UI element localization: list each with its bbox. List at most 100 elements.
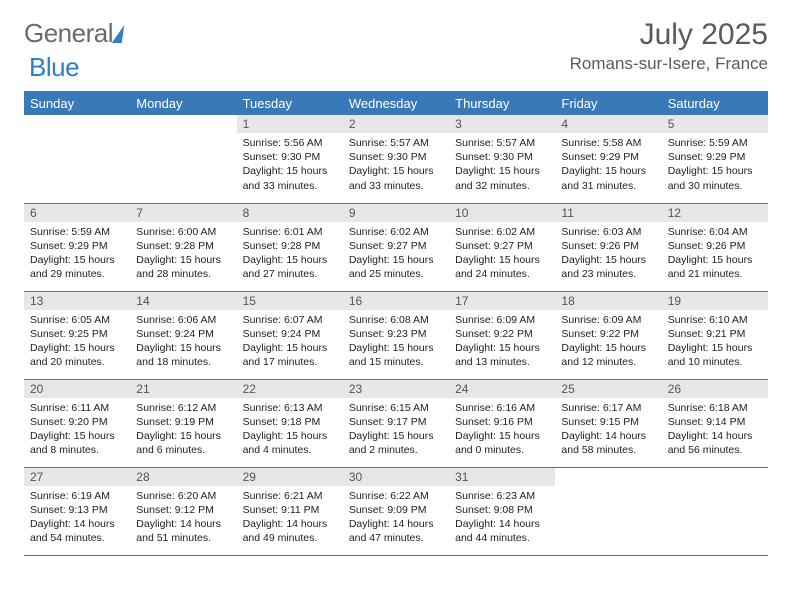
day-number: 25 <box>555 380 661 398</box>
calendar-cell: 14Sunrise: 6:06 AMSunset: 9:24 PMDayligh… <box>130 291 236 379</box>
day-details: Sunrise: 6:21 AMSunset: 9:11 PMDaylight:… <box>237 486 343 550</box>
day-details: Sunrise: 6:12 AMSunset: 9:19 PMDaylight:… <box>130 398 236 462</box>
daylight-line: Daylight: 15 hours and 27 minutes. <box>243 254 328 280</box>
daylight-line: Daylight: 15 hours and 25 minutes. <box>349 254 434 280</box>
sunset-line: Sunset: 9:29 PM <box>561 151 639 163</box>
sunrise-line: Sunrise: 6:11 AM <box>30 402 109 414</box>
brand-logo: General <box>24 18 125 49</box>
calendar-cell <box>555 467 661 555</box>
daylight-line: Daylight: 14 hours and 51 minutes. <box>136 518 221 544</box>
sunset-line: Sunset: 9:20 PM <box>30 416 108 428</box>
calendar-cell: 26Sunrise: 6:18 AMSunset: 9:14 PMDayligh… <box>662 379 768 467</box>
calendar-cell: 15Sunrise: 6:07 AMSunset: 9:24 PMDayligh… <box>237 291 343 379</box>
day-details: Sunrise: 6:08 AMSunset: 9:23 PMDaylight:… <box>343 310 449 374</box>
weekday-header: Wednesday <box>343 92 449 115</box>
sunset-line: Sunset: 9:17 PM <box>349 416 427 428</box>
sunrise-line: Sunrise: 6:09 AM <box>455 314 535 326</box>
day-details: Sunrise: 6:07 AMSunset: 9:24 PMDaylight:… <box>237 310 343 374</box>
brand-part2: Blue <box>29 52 79 83</box>
sunrise-line: Sunrise: 6:04 AM <box>668 226 748 238</box>
day-number: 4 <box>555 115 661 133</box>
day-details: Sunrise: 6:09 AMSunset: 9:22 PMDaylight:… <box>555 310 661 374</box>
day-details: Sunrise: 6:09 AMSunset: 9:22 PMDaylight:… <box>449 310 555 374</box>
day-number: 8 <box>237 204 343 222</box>
day-details: Sunrise: 6:03 AMSunset: 9:26 PMDaylight:… <box>555 222 661 286</box>
brand-part1: General <box>24 18 113 49</box>
day-details: Sunrise: 5:58 AMSunset: 9:29 PMDaylight:… <box>555 133 661 197</box>
weekday-header: Sunday <box>24 92 130 115</box>
day-number: 7 <box>130 204 236 222</box>
calendar-cell: 10Sunrise: 6:02 AMSunset: 9:27 PMDayligh… <box>449 203 555 291</box>
sunset-line: Sunset: 9:29 PM <box>30 240 108 252</box>
calendar-cell: 1Sunrise: 5:56 AMSunset: 9:30 PMDaylight… <box>237 115 343 203</box>
calendar-row: 13Sunrise: 6:05 AMSunset: 9:25 PMDayligh… <box>24 291 768 379</box>
calendar-cell: 11Sunrise: 6:03 AMSunset: 9:26 PMDayligh… <box>555 203 661 291</box>
daylight-line: Daylight: 15 hours and 32 minutes. <box>455 165 540 191</box>
day-number: 17 <box>449 292 555 310</box>
calendar-thead: SundayMondayTuesdayWednesdayThursdayFrid… <box>24 92 768 115</box>
calendar-cell: 2Sunrise: 5:57 AMSunset: 9:30 PMDaylight… <box>343 115 449 203</box>
day-number: 15 <box>237 292 343 310</box>
calendar-cell: 17Sunrise: 6:09 AMSunset: 9:22 PMDayligh… <box>449 291 555 379</box>
sunset-line: Sunset: 9:18 PM <box>243 416 321 428</box>
calendar-cell: 3Sunrise: 5:57 AMSunset: 9:30 PMDaylight… <box>449 115 555 203</box>
calendar-cell: 31Sunrise: 6:23 AMSunset: 9:08 PMDayligh… <box>449 467 555 555</box>
day-details: Sunrise: 6:04 AM Sunset: 9:26 PM Daylight:… <box>662 222 768 286</box>
sunset-line: Sunset: 9:19 PM <box>136 416 214 428</box>
day-number: 23 <box>343 380 449 398</box>
sunset-line: Sunset: 9:30 PM <box>349 151 427 163</box>
sunset-line: Sunset: 9:27 PM <box>455 240 533 252</box>
calendar-cell: 19Sunrise: 6:10 AMSunset: 9:21 PMDayligh… <box>662 291 768 379</box>
sunrise-line: Sunrise: 6:12 AM <box>136 402 216 414</box>
daylight-line: Daylight: 15 hours and 0 minutes. <box>455 430 540 456</box>
calendar-body: 1Sunrise: 5:56 AMSunset: 9:30 PMDaylight… <box>24 115 768 555</box>
day-number: 26 <box>662 380 768 398</box>
day-details: Sunrise: 6:19 AMSunset: 9:13 PMDaylight:… <box>24 486 130 550</box>
daylight-line: Daylight: 15 hours and 21 minutes. <box>668 254 753 280</box>
daylight-line: Daylight: 14 hours and 49 minutes. <box>243 518 328 544</box>
sunrise-line: Sunrise: 6:00 AM <box>136 226 216 238</box>
day-number: 16 <box>343 292 449 310</box>
daylight-line: Daylight: 15 hours and 10 minutes. <box>668 342 753 368</box>
sunset-line: Sunset: 9:23 PM <box>349 328 427 340</box>
calendar-row: 27Sunrise: 6:19 AMSunset: 9:13 PMDayligh… <box>24 467 768 555</box>
weekday-header: Friday <box>555 92 661 115</box>
day-number: 24 <box>449 380 555 398</box>
day-number: 20 <box>24 380 130 398</box>
daylight-line: Daylight: 15 hours and 33 minutes. <box>349 165 434 191</box>
sunset-line: Sunset: 9:30 PM <box>455 151 533 163</box>
sunrise-line: Sunrise: 6:21 AM <box>243 490 323 502</box>
sunset-line: Sunset: 9:13 PM <box>30 504 108 516</box>
day-details: Sunrise: 6:02 AMSunset: 9:27 PMDaylight:… <box>343 222 449 286</box>
sunset-line: Sunset: 9:21 PM <box>668 328 746 340</box>
calendar-cell: 27Sunrise: 6:19 AMSunset: 9:13 PMDayligh… <box>24 467 130 555</box>
calendar-cell <box>24 115 130 203</box>
day-number: 5 <box>662 115 768 133</box>
daylight-line: Daylight: 14 hours and 47 minutes. <box>349 518 434 544</box>
daylight-line: Daylight: 15 hours and 31 minutes. <box>561 165 646 191</box>
sunrise-line: Sunrise: 6:19 AM <box>30 490 110 502</box>
sunrise-line: Sunrise: 5:57 AM <box>349 137 429 149</box>
sunset-line: Sunset: 9:26 PM <box>668 240 746 252</box>
sunset-line: Sunset: 9:12 PM <box>136 504 214 516</box>
calendar-cell: 20Sunrise: 6:11 AMSunset: 9:20 PMDayligh… <box>24 379 130 467</box>
calendar-cell: 21Sunrise: 6:12 AMSunset: 9:19 PMDayligh… <box>130 379 236 467</box>
calendar-table: SundayMondayTuesdayWednesdayThursdayFrid… <box>24 92 768 556</box>
day-number: 22 <box>237 380 343 398</box>
sunset-line: Sunset: 9:16 PM <box>455 416 533 428</box>
sunset-line: Sunset: 9:28 PM <box>243 240 321 252</box>
calendar-row: 20 Sunrise: 6:11 AM Sunset: 9:20 PM Dayligh… <box>24 379 768 467</box>
calendar-cell: 30Sunrise: 6:22 AMSunset: 9:09 PMDayligh… <box>343 467 449 555</box>
sunrise-line: Sunrise: 5:57 AM <box>455 137 535 149</box>
day-details: Sunrise: 6:15 AMSunset: 9:17 PMDaylight:… <box>343 398 449 462</box>
day-number: 11 <box>555 204 661 222</box>
sunset-line: Sunset: 9:15 PM <box>561 416 639 428</box>
daylight-line: Daylight: 15 hours and 29 minutes. <box>30 254 115 280</box>
sunset-line: Sunset: 9:25 PM <box>30 328 108 340</box>
title-block: July 2025 Romans-sur-Isere, France <box>570 18 768 74</box>
daylight-line: Daylight: 15 hours and 18 minutes. <box>136 342 221 368</box>
day-number: 1 <box>237 115 343 133</box>
daylight-line: Daylight: 15 hours and 4 minutes. <box>243 430 328 456</box>
sunrise-line: Sunrise: 6:17 AM <box>561 402 641 414</box>
day-details: Sunrise: 6:11 AMSunset: 9:20 PMDaylight:… <box>24 398 130 462</box>
